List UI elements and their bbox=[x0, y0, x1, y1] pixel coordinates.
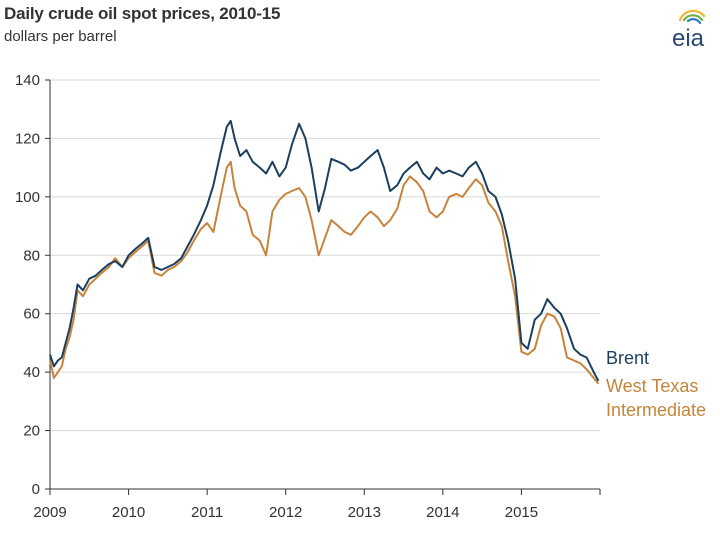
x-tick-label: 2015 bbox=[505, 504, 538, 521]
y-tick-label: 20 bbox=[23, 423, 40, 440]
grid-lines bbox=[50, 79, 600, 432]
eia-logo-icon: eia bbox=[672, 9, 706, 52]
y-tick-label: 80 bbox=[23, 247, 40, 264]
y-axis-ticks: 0 20 40 60 80 100 120 140 bbox=[15, 72, 50, 498]
eia-logo-text: eia bbox=[672, 25, 705, 52]
chart-title: Daily crude oil spot prices, 2010-15 bbox=[4, 4, 281, 23]
series-line-wti bbox=[49, 160, 600, 385]
x-tick-label: 2013 bbox=[348, 504, 381, 521]
y-tick-label: 40 bbox=[23, 364, 40, 381]
y-tick-label: 120 bbox=[15, 130, 40, 147]
series-lines bbox=[49, 119, 600, 385]
x-tick-label: 2011 bbox=[191, 504, 223, 521]
y-tick-label: 100 bbox=[15, 189, 40, 206]
axes bbox=[49, 80, 600, 490]
x-tick-label: 2012 bbox=[269, 504, 302, 521]
x-tick-label: 2009 bbox=[33, 504, 66, 521]
legend: Brent West Texas Intermediate bbox=[606, 348, 706, 420]
legend-item-brent: Brent bbox=[606, 348, 649, 368]
legend-item-wti: West Texas Intermediate bbox=[606, 376, 706, 420]
series-line-brent bbox=[49, 119, 600, 382]
x-tick-label: 2014 bbox=[426, 504, 459, 521]
y-tick-label: 60 bbox=[23, 306, 40, 323]
y-tick-label: 140 bbox=[15, 72, 40, 89]
chart-subtitle: dollars per barrel bbox=[4, 28, 117, 45]
y-tick-label: 0 bbox=[32, 481, 40, 498]
x-axis-ticks: 2009 2010 2011 2012 2013 2014 2015 bbox=[33, 489, 601, 521]
x-tick-label: 2010 bbox=[112, 504, 145, 521]
